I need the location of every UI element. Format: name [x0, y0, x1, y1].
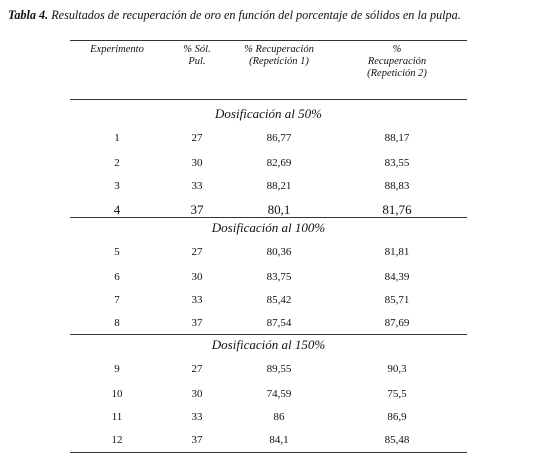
table-cell-exp: 4 — [113, 202, 121, 217]
bottom-rule — [70, 452, 467, 453]
table-cell-r2: 83,55 — [384, 157, 410, 169]
header-recuperacion-1: % Recuperación (Repetición 1) — [244, 44, 314, 67]
table-cell-r2: 81,76 — [382, 202, 412, 217]
table-cell-r1: 86 — [273, 411, 285, 423]
table-cell-sol: 33 — [191, 294, 203, 306]
table-cell-r1: 86,77 — [266, 132, 292, 144]
table-cell-sol: 27 — [191, 132, 203, 144]
header-solidos: % Sól. Pul. — [183, 44, 211, 67]
table-cell-sol: 30 — [191, 157, 203, 169]
table-cell-r1: 88,21 — [266, 180, 292, 192]
section-rule — [70, 217, 467, 218]
table-cell-r2: 84,39 — [384, 271, 410, 283]
table-cell-exp: 7 — [114, 294, 120, 306]
top-rule — [70, 40, 467, 41]
section-title: Dosificación al 50% — [215, 106, 322, 121]
section-rule — [70, 334, 467, 335]
table-cell-exp: 1 — [114, 132, 120, 144]
table-caption: Tabla 4. Resultados de recuperación de o… — [8, 8, 548, 23]
header-rule — [70, 99, 467, 100]
table-cell-r2: 85,71 — [384, 294, 410, 306]
table-cell-r1: 80,1 — [267, 202, 291, 217]
table-cell-sol: 30 — [191, 388, 203, 400]
table-cell-r2: 88,17 — [384, 132, 410, 144]
table-cell-r2: 86,9 — [387, 411, 407, 423]
table-cell-r2: 75,5 — [387, 388, 407, 400]
table-cell-exp: 9 — [114, 363, 120, 375]
table-cell-r2: 90,3 — [387, 363, 407, 375]
caption-text: Resultados de recuperación de oro en fun… — [48, 8, 461, 22]
table-cell-sol: 37 — [190, 202, 204, 217]
table-cell-sol: 30 — [191, 271, 203, 283]
table-cell-sol: 27 — [191, 246, 203, 258]
table-cell-r1: 89,55 — [266, 363, 292, 375]
section-title: Dosificación al 150% — [211, 337, 326, 352]
table-cell-exp: 8 — [114, 317, 120, 329]
caption-label: Tabla 4. — [8, 8, 49, 22]
table-cell-r2: 85,48 — [384, 434, 410, 446]
table-cell-r1: 82,69 — [266, 157, 292, 169]
table-cell-r1: 84,1 — [269, 434, 289, 446]
table-cell-sol: 37 — [191, 317, 203, 329]
table-cell-exp: 5 — [114, 246, 120, 258]
table-cell-exp: 10 — [111, 388, 123, 400]
table-cell-exp: 2 — [114, 157, 120, 169]
table-cell-r2: 81,81 — [384, 246, 410, 258]
table-cell-r1: 87,54 — [266, 317, 292, 329]
table-cell-exp: 6 — [114, 271, 120, 283]
table-cell-r2: 87,69 — [384, 317, 410, 329]
table-cell-r1: 83,75 — [266, 271, 292, 283]
table-cell-sol: 27 — [191, 363, 203, 375]
table-cell-r1: 80,36 — [266, 246, 292, 258]
table-cell-r1: 85,42 — [266, 294, 292, 306]
table-cell-sol: 37 — [191, 434, 203, 446]
table-cell-r1: 74,59 — [266, 388, 292, 400]
table-cell-sol: 33 — [191, 180, 203, 192]
header-recuperacion-2: % Recuperación (Repetición 2) — [367, 44, 427, 79]
header-experimento: Experimento — [90, 44, 144, 55]
table-cell-sol: 33 — [191, 411, 203, 423]
table-cell-r2: 88,83 — [384, 180, 410, 192]
table-cell-exp: 12 — [111, 434, 123, 446]
table-cell-exp: 3 — [114, 180, 120, 192]
section-title: Dosificación al 100% — [211, 220, 326, 235]
table-cell-exp: 11 — [111, 411, 123, 423]
